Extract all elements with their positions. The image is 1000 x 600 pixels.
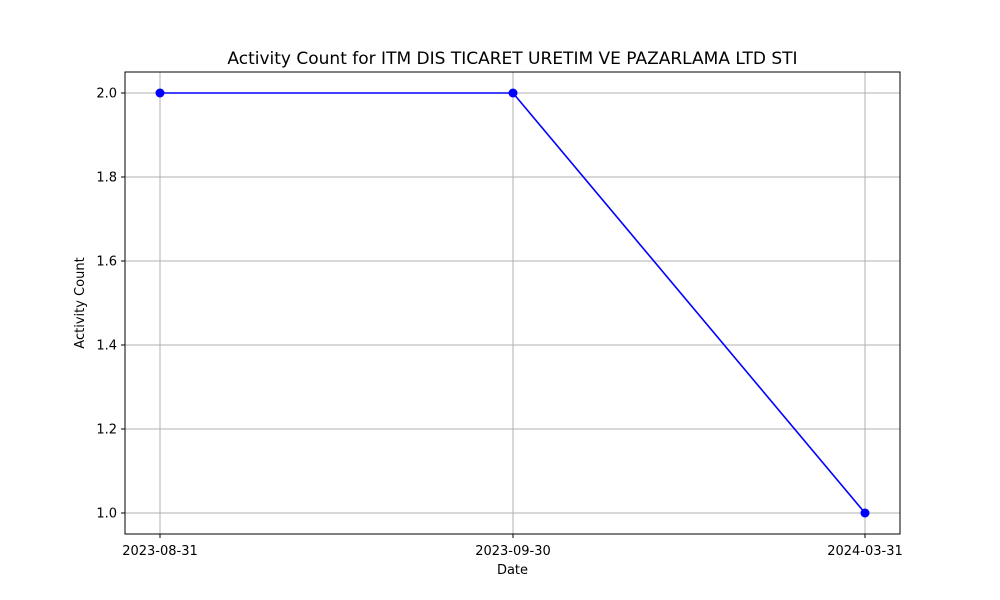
y-tick-label: 1.0 xyxy=(96,507,117,522)
y-tick-label: 1.8 xyxy=(96,171,117,186)
y-tick-label: 1.2 xyxy=(96,423,117,438)
x-tick-label: 2023-09-30 xyxy=(475,544,551,559)
chart-title: Activity Count for ITM DIS TICARET URETI… xyxy=(227,49,797,69)
series-layer xyxy=(155,88,870,518)
y-tick-label: 1.4 xyxy=(96,339,117,354)
data-point xyxy=(508,88,518,98)
grid xyxy=(125,72,900,534)
y-tick-label: 1.6 xyxy=(96,255,117,270)
x-tick-label: 2023-08-31 xyxy=(122,544,198,559)
data-point xyxy=(155,88,165,98)
y-axis-label: Activity Count xyxy=(73,257,88,348)
data-point xyxy=(860,508,870,518)
ticks: 2023-08-31 2023-09-30 2024-03-31 1.0 1.2 1.4 1… xyxy=(96,87,902,560)
x-tick-label: 2024-03-31 xyxy=(827,544,903,559)
y-tick-label: 2.0 xyxy=(96,87,117,102)
x-axis-label: Date xyxy=(497,563,528,578)
